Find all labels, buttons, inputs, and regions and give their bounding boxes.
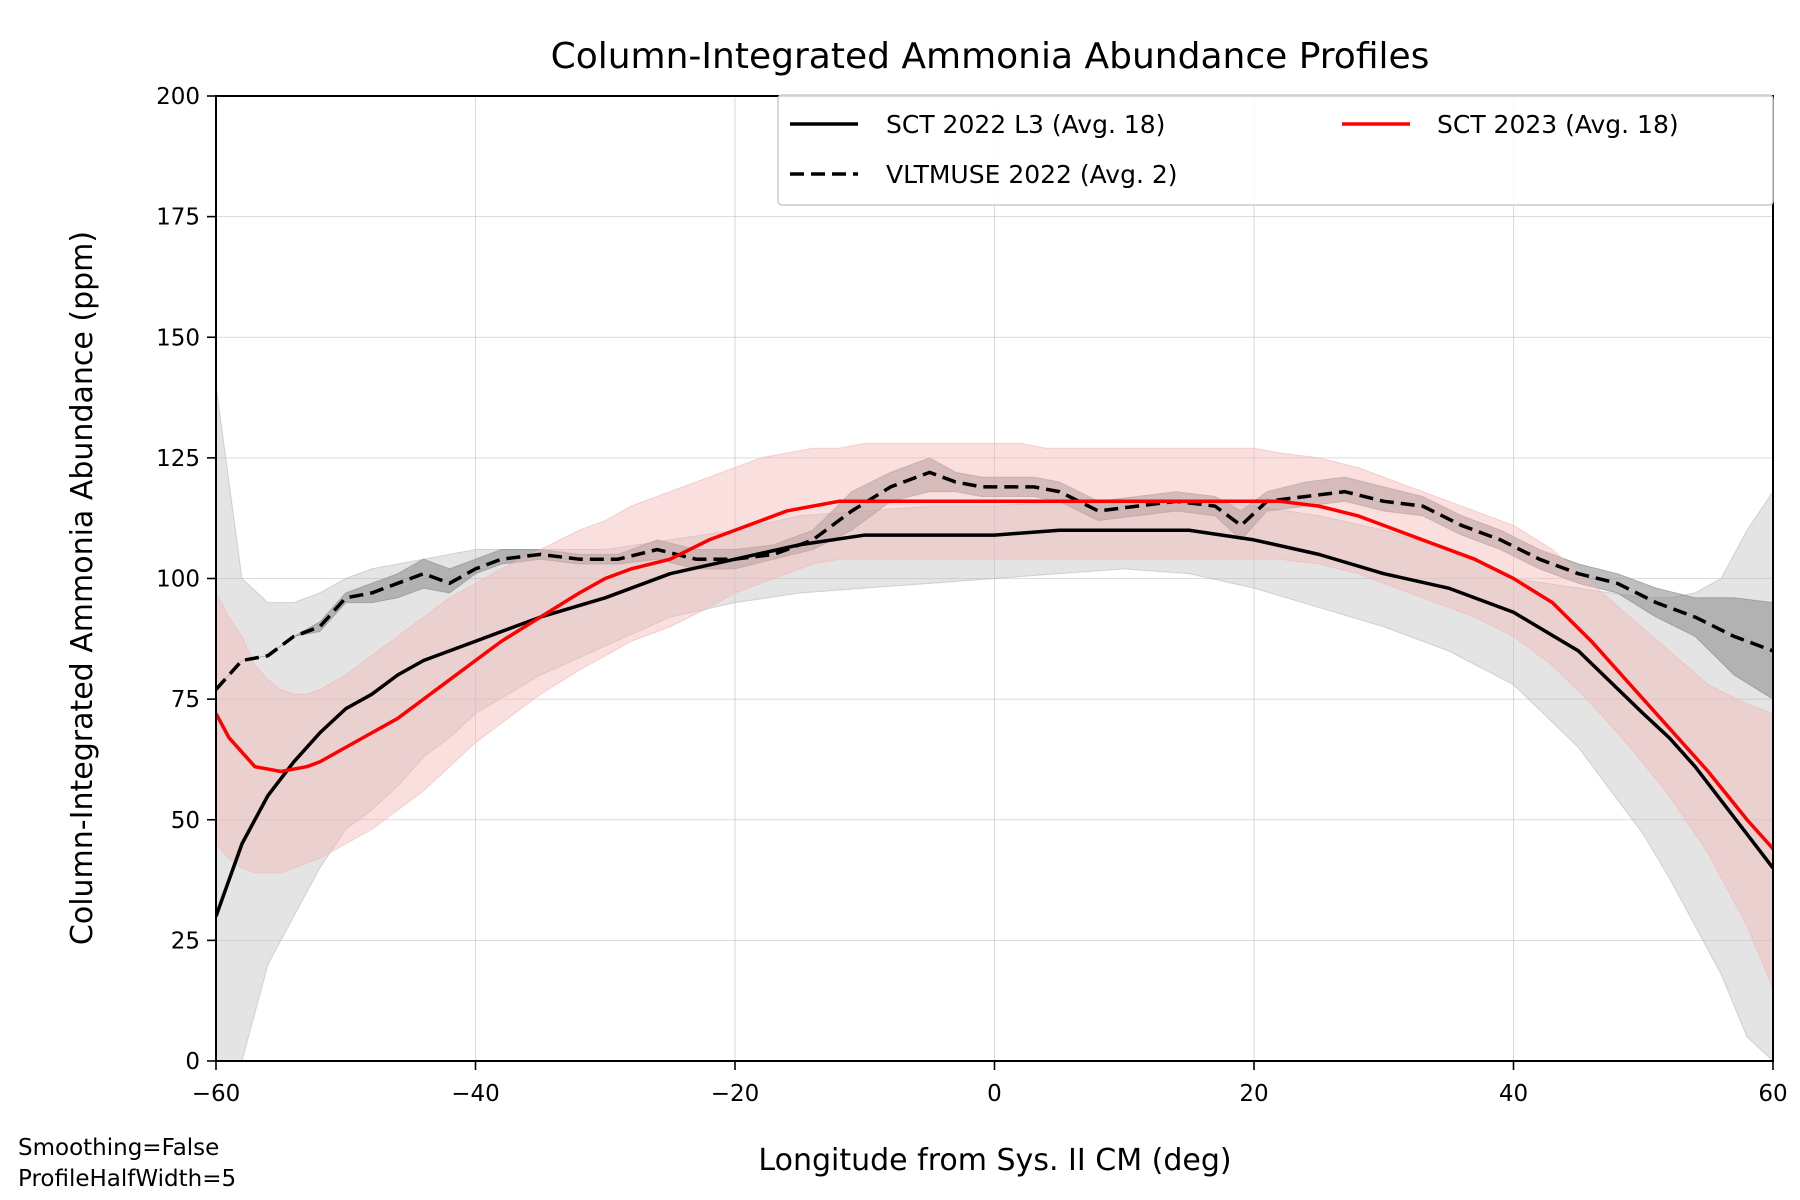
y-tick-label: 50 (171, 808, 200, 834)
y-tick-label: 175 (156, 205, 200, 231)
x-tick-label: 40 (1499, 1081, 1528, 1107)
x-tick-label: −60 (192, 1081, 241, 1107)
x-axis-ticks: −60 −40 −20 0 20 40 60 (192, 1061, 1788, 1107)
y-tick-label: 75 (171, 687, 200, 713)
x-tick-label: −20 (711, 1081, 760, 1107)
legend: SCT 2022 L3 (Avg. 18) VLTMUSE 2022 (Avg.… (777, 94, 1774, 206)
y-tick-label: 0 (185, 1049, 200, 1075)
y-tick-label: 25 (171, 928, 200, 954)
y-tick-label: 125 (156, 446, 200, 472)
y-axis-ticks: 0 25 50 75 100 125 150 175 200 (156, 84, 216, 1075)
line-vltmuse-2022 (216, 470, 1773, 691)
y-axis-label: Column-Integrated Ammonia Abundance (ppm… (65, 231, 100, 945)
x-tick-label: 20 (1239, 1081, 1268, 1107)
band-vltmuse-2022 (216, 457, 1773, 700)
series-lines (216, 470, 1773, 917)
legend-label-sct-2023: SCT 2023 (Avg. 18) (1437, 110, 1679, 139)
line-sct-2022 (216, 528, 1773, 917)
line-sct-2023 (216, 499, 1773, 850)
profile-half-width-note: ProfileHalfWidth=5 (18, 1166, 236, 1192)
legend-label-sct-2022: SCT 2022 L3 (Avg. 18) (886, 110, 1165, 139)
y-tick-label: 150 (156, 325, 200, 351)
x-tick-label: −40 (451, 1081, 500, 1107)
smoothing-note: Smoothing=False (18, 1135, 219, 1161)
legend-box (777, 94, 1774, 206)
x-axis-label: Longitude from Sys. II CM (deg) (758, 1143, 1231, 1178)
legend-label-vltmuse-2022: VLTMUSE 2022 (Avg. 2) (886, 160, 1178, 189)
y-tick-label: 100 (156, 567, 200, 593)
x-tick-label: 0 (987, 1081, 1002, 1107)
chart-title: Column-Integrated Ammonia Abundance Prof… (551, 36, 1430, 77)
x-tick-label: 60 (1758, 1081, 1787, 1107)
y-tick-label: 200 (156, 84, 200, 110)
